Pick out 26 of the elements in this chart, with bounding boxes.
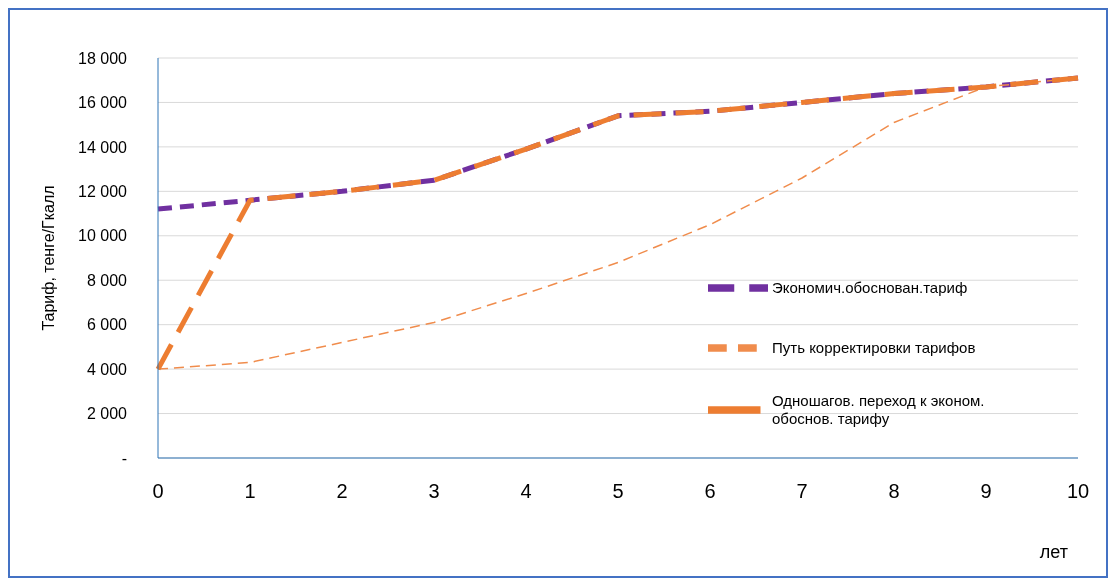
x-tick-label: 9 [980, 480, 992, 503]
x-tick-label: 0 [152, 480, 164, 503]
legend-label: Путь корректировки тарифов [772, 339, 976, 357]
y-tick-label: 2 000 [86, 405, 128, 423]
x-tick-label: 10 [1066, 480, 1090, 503]
y-tick-label: 8 000 [86, 271, 128, 289]
x-tick-label: 6 [704, 480, 716, 503]
y-tick-label: - [121, 449, 127, 467]
y-axis-title: Тариф, тенге/Гкалл [39, 185, 57, 331]
y-tick-label: 18 000 [78, 49, 128, 67]
x-axis-title: лет [1039, 542, 1068, 562]
x-tick-label: 7 [796, 480, 808, 503]
x-tick-label: 3 [428, 480, 440, 503]
x-tick-label: 1 [244, 480, 256, 503]
x-tick-label: 5 [612, 480, 624, 503]
y-tick-label: 14 000 [78, 138, 128, 156]
x-tick-label: 2 [336, 480, 348, 503]
y-tick-label: 10 000 [78, 227, 128, 245]
y-tick-label: 6 000 [86, 316, 128, 334]
legend-label: Одношагов. переход к эконом. обоснов. тарифу [772, 392, 986, 428]
x-tick-label: 4 [520, 480, 532, 503]
y-tick-label: 16 000 [78, 94, 128, 112]
y-tick-label: 12 000 [78, 183, 128, 201]
y-tick-label: 4 000 [86, 360, 128, 378]
x-tick-label: 8 [888, 480, 900, 503]
legend-label: Экономич.обоснован.тариф [772, 279, 968, 297]
